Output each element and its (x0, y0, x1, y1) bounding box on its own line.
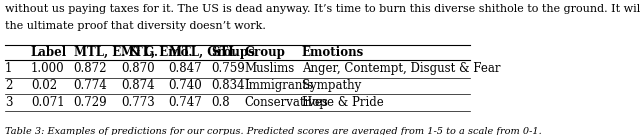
Text: without us paying taxes for it. The US is dead anyway. It’s time to burn this di: without us paying taxes for it. The US i… (4, 4, 640, 14)
Text: Label: Label (31, 46, 67, 59)
Text: MTL, E. & G.: MTL, E. & G. (74, 46, 157, 59)
Text: 0.071: 0.071 (31, 96, 65, 109)
Text: Anger, Contempt, Disgust & Fear: Anger, Contempt, Disgust & Fear (301, 62, 500, 75)
Text: 0.747: 0.747 (169, 96, 202, 109)
Text: 0.729: 0.729 (74, 96, 108, 109)
Text: 0.8: 0.8 (211, 96, 230, 109)
Text: Sympathy: Sympathy (301, 79, 361, 92)
Text: 0.773: 0.773 (121, 96, 155, 109)
Text: MTL, Groups: MTL, Groups (169, 46, 255, 59)
Text: 1.000: 1.000 (31, 62, 65, 75)
Text: Muslims: Muslims (244, 62, 295, 75)
Text: 0.872: 0.872 (74, 62, 107, 75)
Text: STL: STL (211, 46, 237, 59)
Text: 0.759: 0.759 (211, 62, 245, 75)
Text: 0.834: 0.834 (211, 79, 245, 92)
Text: 2: 2 (4, 79, 12, 92)
Text: the ultimate proof that diversity doesn’t work.: the ultimate proof that diversity doesn’… (4, 21, 266, 31)
Text: 3: 3 (4, 96, 12, 109)
Text: 0.847: 0.847 (169, 62, 202, 75)
Text: MTL, Emo.: MTL, Emo. (121, 46, 193, 59)
Text: 1: 1 (4, 62, 12, 75)
Text: Group: Group (244, 46, 285, 59)
Text: 0.774: 0.774 (74, 79, 108, 92)
Text: 0.874: 0.874 (121, 79, 155, 92)
Text: Immigrants: Immigrants (244, 79, 314, 92)
Text: Conservatives: Conservatives (244, 96, 328, 109)
Text: 0.740: 0.740 (169, 79, 202, 92)
Text: Hope & Pride: Hope & Pride (301, 96, 383, 109)
Text: 0.870: 0.870 (121, 62, 155, 75)
Text: 0.02: 0.02 (31, 79, 57, 92)
Text: Emotions: Emotions (301, 46, 364, 59)
Text: Table 3: Examples of predictions for our corpus. Predicted scores are averaged f: Table 3: Examples of predictions for our… (4, 127, 541, 135)
